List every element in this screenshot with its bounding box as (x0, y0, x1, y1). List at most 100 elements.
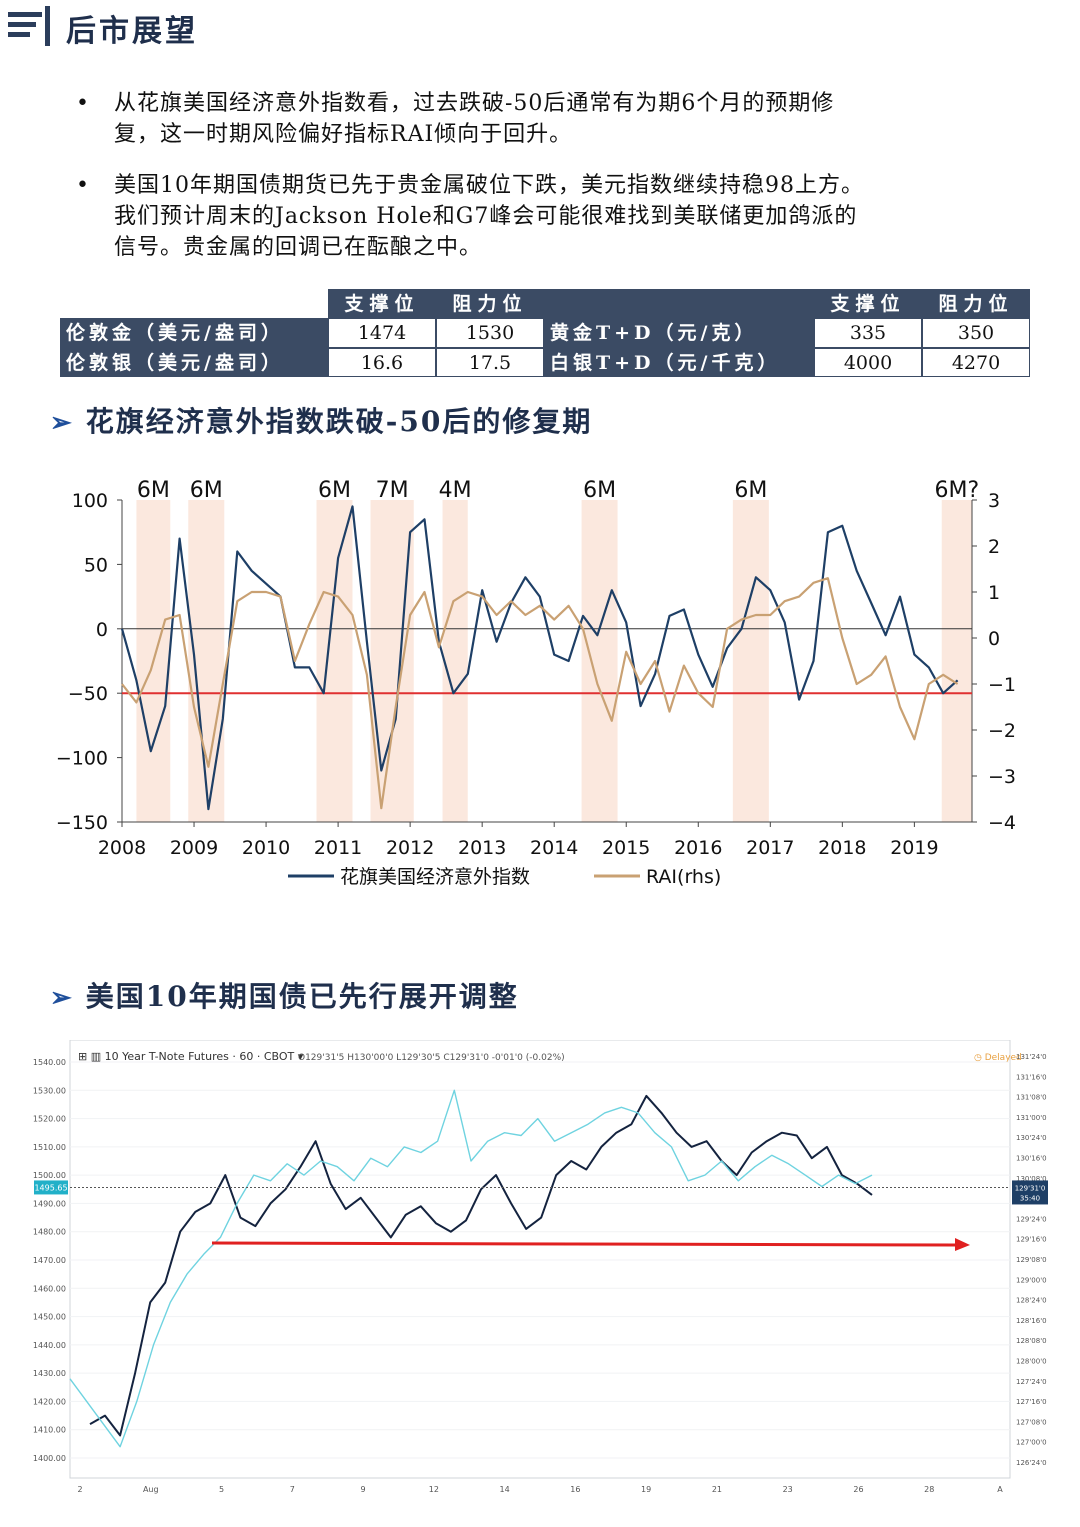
y-left-tick-label: −50 (68, 683, 108, 705)
table-row-2-right-label: 白银T+D（元/千克） (544, 348, 814, 377)
period-label: 6M (137, 478, 170, 503)
x-tick-label: 2010 (242, 837, 290, 859)
y-right-tick-label: −2 (988, 720, 1016, 742)
table-row-1-right-resistance: 350 (922, 318, 1030, 348)
levels-table: 支撑位 阻力位 支撑位 阻力位 伦敦金（美元/盎司） 1474 1530 黄金T… (60, 289, 1030, 377)
y-left-tick-label: 1400.00 (33, 1454, 66, 1463)
y-left-tick-label: 1530.00 (33, 1086, 66, 1095)
arrow-right-icon: ➢ (50, 408, 74, 438)
y-right-tick-label: 131'08'0 (1016, 1094, 1047, 1102)
shaded-period (442, 500, 468, 822)
y-left-tick-label: 1480.00 (33, 1228, 66, 1237)
price-tag-left-label: 1495.65 (34, 1183, 67, 1192)
y-right-tick-label: 128'24'0 (1016, 1297, 1047, 1305)
x-tick-label: 19 (641, 1485, 651, 1494)
x-tick-label: 12 (429, 1485, 439, 1494)
x-tick-label: 28 (924, 1485, 934, 1494)
y-left-tick-label: 100 (72, 490, 108, 512)
y-right-tick-label: 2 (988, 536, 1000, 558)
price-tag-right (1012, 1180, 1048, 1205)
bullet-2-text: 美国10年期国债期货已先于贵金属破位下跌，美元指数继续持稳98上方。 我们预计周… (114, 170, 1014, 263)
x-tick-label: 2016 (674, 837, 722, 859)
x-tick-label: 21 (712, 1485, 722, 1494)
y-left-tick-label: 1520.00 (33, 1115, 66, 1124)
y-left-tick-label: 1470.00 (33, 1256, 66, 1265)
x-tick-label: 2009 (170, 837, 218, 859)
x-tick-label: 2018 (818, 837, 866, 859)
table-row-1-right-label: 黄金T+D（元/克） (544, 318, 814, 348)
x-tick-label: 26 (853, 1485, 863, 1494)
x-tick-label: 9 (361, 1485, 366, 1494)
x-tick-label: 2015 (602, 837, 650, 859)
y-right-tick-label: 127'00'0 (1016, 1439, 1047, 1447)
table-row-1-right-support: 335 (814, 318, 922, 348)
y-right-tick-label: 0 (988, 628, 1000, 650)
x-tick-label: 16 (570, 1485, 580, 1494)
table-row-1-label: 伦敦金（美元/盎司） (60, 318, 328, 348)
tnote-futures-chart: ⊞ ▥ 10 Year T-Note Futures · 60 · CBOT ▾… (33, 1040, 1048, 1494)
table-row-2-right-support: 4000 (814, 348, 922, 377)
x-tick-label: 2011 (314, 837, 362, 859)
table-row-2-right-resistance: 4270 (922, 348, 1030, 377)
y-right-tick-label: 129'24'0 (1016, 1215, 1047, 1223)
y-right-tick-label: 128'00'0 (1016, 1358, 1047, 1366)
y-left-tick-label: 50 (84, 554, 108, 576)
y-right-tick-label: −4 (988, 812, 1016, 834)
x-tick-label: 23 (783, 1485, 793, 1494)
x-tick-label: A (997, 1485, 1003, 1494)
x-tick-label: 14 (500, 1485, 510, 1494)
shaded-period (732, 500, 769, 822)
y-right-tick-label: 128'16'0 (1016, 1317, 1047, 1325)
red-arrow-line (211, 1241, 956, 1247)
table-header-support-2: 支撑位 (814, 289, 922, 318)
price-tag-right-sub: 35:40 (1020, 1194, 1040, 1202)
series-surprise-index-line (120, 505, 959, 811)
arrow-head-icon (955, 1238, 970, 1252)
bullet-dot-icon: • (76, 173, 89, 198)
delayed-status: ◷ Delayed (974, 1053, 1022, 1063)
y-left-tick-label: 1420.00 (33, 1397, 66, 1406)
table-header-resistance-2: 阻力位 (922, 289, 1030, 318)
y-right-tick-label: 130'24'0 (1016, 1134, 1047, 1142)
bullet-1-line-2: 复，这一时期风险偏好指标RAI倾向于回升。 (114, 122, 573, 147)
section-2-title: 美国10年期国债已先行展开调整 (85, 980, 519, 1013)
chart-ohlc-readout: O129'31'5 H130'00'0 L129'30'5 C129'31'0 … (298, 1053, 565, 1063)
y-left-tick-label: 1540.00 (33, 1058, 66, 1067)
x-tick-label: Aug (143, 1485, 159, 1494)
y-right-tick-label: 3 (988, 490, 1000, 512)
x-tick-label: 2013 (458, 837, 506, 859)
comparison-line (69, 1089, 873, 1448)
x-tick-label: 7 (290, 1485, 295, 1494)
x-tick-label: 2012 (386, 837, 434, 859)
x-tick-label: 2019 (890, 837, 938, 859)
shaded-period (941, 500, 972, 822)
y-right-tick-label: 130'16'0 (1016, 1155, 1047, 1163)
x-tick-label: 2017 (746, 837, 794, 859)
shaded-period (581, 500, 618, 822)
period-label: 6M (734, 478, 767, 503)
y-right-tick-label: 131'24'0 (1016, 1053, 1047, 1061)
table-header-blank (60, 289, 328, 318)
table-row-1-support: 1474 (328, 318, 436, 348)
table-header-support: 支撑位 (328, 289, 436, 318)
x-tick-label: 2 (77, 1485, 82, 1494)
page-title: 后市展望 (66, 14, 198, 49)
bullet-1-line-1: 从花旗美国经济意外指数看，过去跌破-50后通常有为期6个月的预期修 (114, 91, 835, 116)
series-rai-line (121, 577, 959, 810)
table-row-1-resistance: 1530 (436, 318, 544, 348)
y-right-tick-label: 131'00'0 (1016, 1114, 1047, 1122)
y-left-tick-label: 0 (96, 619, 108, 641)
y-right-tick-label: 126'24'0 (1016, 1459, 1047, 1467)
period-label: 6M (190, 478, 223, 503)
table-row-2-support: 16.6 (328, 348, 436, 377)
y-left-tick-label: 1510.00 (33, 1143, 66, 1152)
y-left-tick-label: 1460.00 (33, 1284, 66, 1293)
y-right-tick-label: 127'24'0 (1016, 1378, 1047, 1386)
table-row-2-resistance: 17.5 (436, 348, 544, 377)
y-left-tick-label: 1500.00 (33, 1171, 66, 1180)
y-right-tick-label: 129'08'0 (1016, 1256, 1047, 1264)
chart-frame (69, 1040, 1011, 1479)
section-1-heading: ➢ 花旗经济意外指数跌破-50后的修复期 (50, 400, 592, 440)
bullet-2-line-2: 我们预计周末的Jackson Hole和G7峰会可能很难找到美联储更加鸽派的 (114, 204, 858, 229)
y-left-tick-label: −150 (56, 812, 108, 834)
